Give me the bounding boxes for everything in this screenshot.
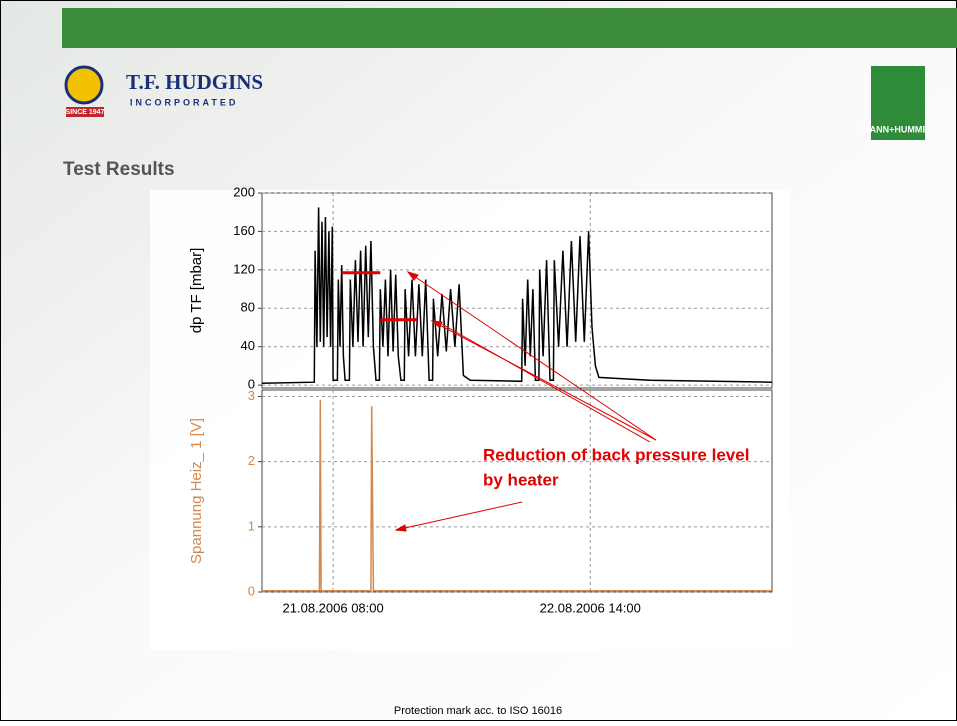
y-axis-label: Spannung Heiz_ 1 [V] — [188, 418, 205, 564]
y-tick-label: 0 — [248, 583, 255, 598]
x-tick-label: 21.08.2006 08:00 — [283, 600, 384, 615]
data-line — [262, 399, 772, 592]
y-tick-label: 1 — [248, 518, 255, 533]
logo-name: T.F. HUDGINS — [126, 70, 263, 94]
y-tick-label: 200 — [233, 184, 255, 199]
y-axis-label: dp TF [mbar] — [188, 248, 205, 334]
data-line — [261, 207, 773, 384]
y-tick-label: 0 — [248, 377, 255, 392]
chart-panel — [150, 190, 790, 650]
y-tick-label: 120 — [233, 261, 255, 276]
brand-box — [871, 66, 925, 140]
logo-sub: INCORPORATED — [130, 97, 238, 107]
y-tick-label: 2 — [248, 453, 255, 468]
heading: Test Results — [63, 159, 175, 180]
y-tick-label: 3 — [248, 388, 255, 403]
footer: Protection mark acc. to ISO 16016 — [394, 705, 562, 717]
logo-since: SINCE 1947 — [66, 109, 105, 116]
y-tick-label: 160 — [233, 223, 255, 238]
logo-icon — [64, 65, 104, 105]
brand: MANN+HUMMEL — [862, 124, 934, 134]
header-bar — [62, 8, 957, 48]
charts: 0 40 80 120 160 200 dp TF [mbar] 0 1 2 3 21.08.2006… — [188, 184, 773, 615]
annotation: Reduction of back pressure level — [483, 445, 749, 464]
logo-since-box — [66, 107, 104, 117]
y-tick-label: 80 — [241, 300, 255, 315]
y-tick-label: 40 — [241, 338, 255, 353]
x-tick-label: 22.08.2006 14:00 — [540, 600, 641, 615]
annotation: by heater — [483, 470, 559, 489]
arrows — [394, 271, 657, 532]
